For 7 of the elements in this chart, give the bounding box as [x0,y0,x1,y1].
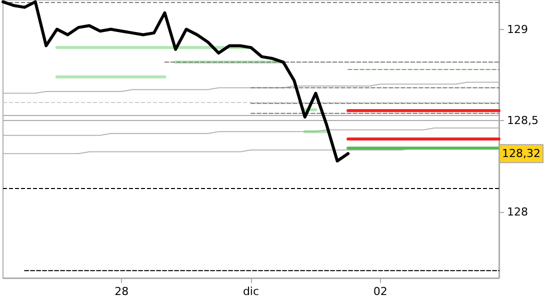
x-tick-label: dic [242,285,260,298]
x-tick-label: 02 [373,285,388,298]
x-tick-label: 28 [114,285,129,298]
y-tick-label: 128,5 [507,114,538,128]
y-tick-label: 128 [507,206,528,219]
y-tick-label: 129 [507,22,528,36]
text: 128,32 [502,147,540,160]
